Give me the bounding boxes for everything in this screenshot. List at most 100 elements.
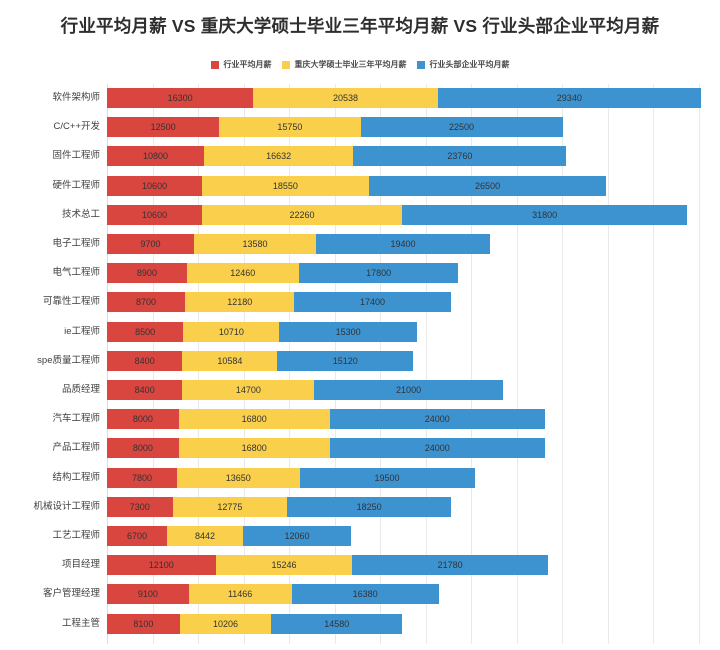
bar-value-label: 16800 xyxy=(241,443,267,454)
bar-track: 8700 12180 17400 xyxy=(107,292,720,313)
legend-swatch-icon-top-enterprise xyxy=(416,61,425,69)
bar-segment-top-enterprise[interactable]: 19500 xyxy=(299,467,475,488)
bar-segment-cqu-masters[interactable]: 8442 xyxy=(167,526,243,546)
category-label: 汽车工程师 xyxy=(52,413,100,425)
bar-segment-top-enterprise[interactable]: 29340 xyxy=(437,88,701,108)
bar-segment-cqu-masters[interactable]: 14700 xyxy=(182,380,315,400)
bar-segment-cqu-masters[interactable]: 11466 xyxy=(188,584,292,605)
bar-segment-cqu-masters[interactable]: 16800 xyxy=(178,438,330,459)
bar-segment-cqu-masters[interactable]: 12180 xyxy=(185,292,295,313)
bar-segment-cqu-masters[interactable]: 13650 xyxy=(177,467,300,488)
bar-segment-industry-average[interactable]: 6700 xyxy=(107,526,168,546)
bar-segment-top-enterprise[interactable]: 14580 xyxy=(271,613,403,634)
bar-value-label: 12775 xyxy=(217,501,243,512)
category-label: 电气工程师 xyxy=(52,267,100,279)
bar-segment-cqu-masters[interactable]: 10584 xyxy=(182,350,278,371)
legend-item-industry-average[interactable]: 行业平均月薪 xyxy=(210,60,272,70)
bar-segment-industry-average[interactable]: 8400 xyxy=(107,380,183,400)
bar-value-label: 15750 xyxy=(277,122,303,133)
bar-segment-top-enterprise[interactable]: 17800 xyxy=(298,263,459,284)
bar-segment-top-enterprise[interactable]: 15120 xyxy=(277,350,414,371)
bar-value-label: 17800 xyxy=(366,268,392,279)
bar-value-label: 13650 xyxy=(225,472,251,483)
bar-segment-industry-average[interactable]: 9700 xyxy=(107,234,195,254)
bar-value-label: 8500 xyxy=(135,326,156,337)
legend-item-cqu-masters[interactable]: 重庆大学硕士毕业三年平均月薪 xyxy=(281,60,407,70)
bar-segment-cqu-masters[interactable]: 10206 xyxy=(179,613,272,634)
bar-value-label: 21780 xyxy=(437,560,463,571)
bar-segment-top-enterprise[interactable]: 24000 xyxy=(329,438,545,459)
bar-value-label: 15246 xyxy=(271,560,297,571)
bar-segment-top-enterprise[interactable]: 16380 xyxy=(291,584,439,605)
bar-row: 工程主管 8100 10206 14580 xyxy=(0,613,720,634)
bar-segment-top-enterprise[interactable]: 21000 xyxy=(314,380,503,400)
bar-segment-cqu-masters[interactable]: 12775 xyxy=(172,496,288,517)
bar-segment-top-enterprise[interactable]: 23760 xyxy=(353,146,567,167)
bar-segment-industry-average[interactable]: 12100 xyxy=(107,555,216,576)
bar-segment-industry-average[interactable]: 8900 xyxy=(107,263,187,284)
bar-segment-cqu-masters[interactable]: 12460 xyxy=(186,263,299,284)
bar-value-label: 8000 xyxy=(132,443,153,454)
bar-segment-cqu-masters[interactable]: 20538 xyxy=(253,88,438,108)
bar-segment-top-enterprise[interactable]: 26500 xyxy=(368,175,607,196)
bar-segment-cqu-masters[interactable]: 15750 xyxy=(219,117,361,138)
legend-label-cqu-masters: 重庆大学硕士毕业三年平均月薪 xyxy=(294,60,407,69)
bar-value-label: 12060 xyxy=(284,531,310,541)
bar-value-label: 15120 xyxy=(332,355,358,366)
bar-value-label: 10710 xyxy=(218,326,244,337)
bar-segment-industry-average[interactable]: 12500 xyxy=(107,117,220,138)
bar-row: 客户管理经理 9100 11466 16380 xyxy=(0,584,720,605)
bar-segment-cqu-masters[interactable]: 16800 xyxy=(178,409,330,430)
bar-value-label: 14700 xyxy=(235,385,261,395)
bar-segment-top-enterprise[interactable]: 22500 xyxy=(360,117,563,138)
bar-value-label: 16380 xyxy=(352,589,378,600)
bar-segment-industry-average[interactable]: 9100 xyxy=(107,584,189,605)
legend-item-top-enterprise[interactable]: 行业头部企业平均月薪 xyxy=(416,60,510,70)
bar-segment-top-enterprise[interactable]: 21780 xyxy=(352,555,548,576)
bar-segment-industry-average[interactable]: 8000 xyxy=(107,409,179,430)
bar-segment-industry-average[interactable]: 10600 xyxy=(107,175,203,196)
bar-value-label: 18250 xyxy=(356,501,382,512)
bar-track: 8400 10584 15120 xyxy=(107,350,720,371)
bar-segment-industry-average[interactable]: 7800 xyxy=(107,467,177,488)
bar-segment-industry-average[interactable]: 7300 xyxy=(107,496,173,517)
category-label: 软件架构师 xyxy=(52,92,100,103)
bar-segment-top-enterprise[interactable]: 15300 xyxy=(279,321,417,342)
bar-value-label: 31800 xyxy=(532,209,558,220)
bar-segment-top-enterprise[interactable]: 31800 xyxy=(401,204,688,225)
bar-segment-top-enterprise[interactable]: 24000 xyxy=(329,409,545,430)
bar-row: 产品工程师 8000 16800 24000 xyxy=(0,438,720,459)
bar-track: 7300 12775 18250 xyxy=(107,496,720,517)
plot-area: 软件架构师 16300 20538 29340 C/C++开发 12500 15750 225… xyxy=(0,84,720,644)
bar-segment-top-enterprise[interactable]: 12060 xyxy=(242,526,352,546)
bar-segment-industry-average[interactable]: 10600 xyxy=(107,204,203,225)
bar-segment-cqu-masters[interactable]: 18550 xyxy=(202,175,369,196)
bar-segment-industry-average[interactable]: 8400 xyxy=(107,350,183,371)
bar-segment-industry-average[interactable]: 8100 xyxy=(107,613,180,634)
category-label: 机械设计工程师 xyxy=(33,500,100,512)
bar-value-label: 9100 xyxy=(137,589,158,600)
bar-value-label: 16800 xyxy=(241,414,267,425)
bar-segment-top-enterprise[interactable]: 18250 xyxy=(287,496,451,517)
bar-segment-industry-average[interactable]: 8000 xyxy=(107,438,179,459)
bar-segment-top-enterprise[interactable]: 19400 xyxy=(315,234,491,254)
bar-segment-cqu-masters[interactable]: 10710 xyxy=(183,321,280,342)
bar-segment-cqu-masters[interactable]: 15246 xyxy=(215,555,353,576)
bar-row: 电子工程师 9700 13580 19400 xyxy=(0,234,720,254)
bar-segment-cqu-masters[interactable]: 22260 xyxy=(202,204,402,225)
bar-segment-industry-average[interactable]: 16300 xyxy=(107,88,254,108)
bar-segment-industry-average[interactable]: 10800 xyxy=(107,146,204,167)
bar-segment-industry-average[interactable]: 8500 xyxy=(107,321,184,342)
bar-track: 10600 18550 26500 xyxy=(107,175,720,196)
bar-value-label: 8700 xyxy=(136,297,157,308)
bar-segment-top-enterprise[interactable]: 17400 xyxy=(294,292,451,313)
bar-segment-cqu-masters[interactable]: 13580 xyxy=(194,234,316,254)
bar-value-label: 19500 xyxy=(374,472,400,483)
chart-legend: 行业平均月薪 重庆大学硕士毕业三年平均月薪 行业头部企业平均月薪 xyxy=(0,60,720,70)
category-label: 固件工程师 xyxy=(52,150,100,162)
bar-segment-industry-average[interactable]: 8700 xyxy=(107,292,186,313)
bar-row: ie工程师 8500 10710 15300 xyxy=(0,321,720,342)
bar-track: 16300 20538 29340 xyxy=(107,88,720,108)
bar-segment-cqu-masters[interactable]: 16632 xyxy=(203,146,354,167)
